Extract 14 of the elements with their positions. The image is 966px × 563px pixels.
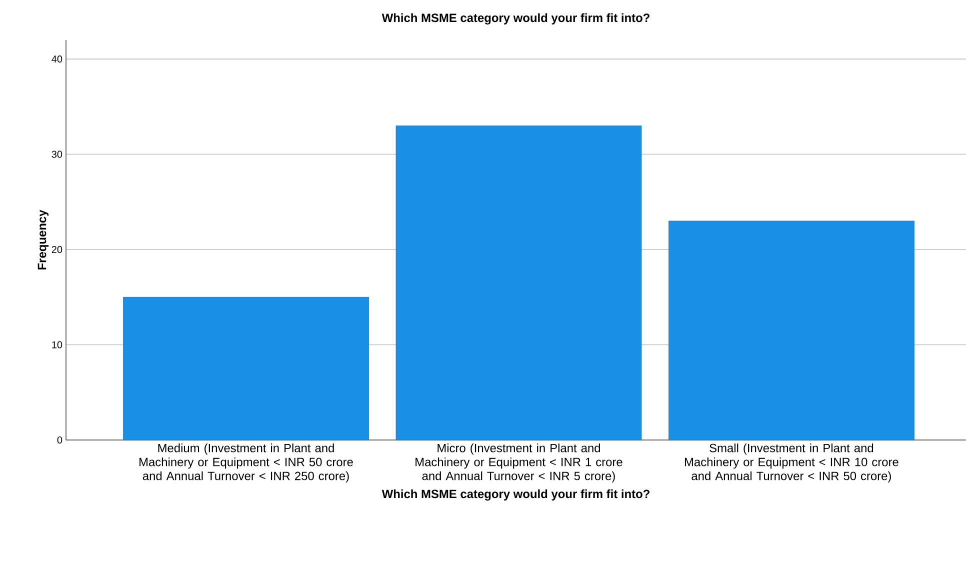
y-tick-label: 40	[52, 56, 62, 63]
x-tick-label: Micro (Investment in Plant and Machinery or Equipment < INR 1 crore and Annual Turnover < INR 5 crore)	[416, 444, 622, 483]
y-tick-label: 10	[52, 341, 62, 348]
chart-title: Which MSME category would your firm fit into?	[382, 13, 650, 24]
y-tick-label: 20	[52, 246, 62, 254]
bar	[396, 126, 642, 440]
y-tick-label: 0	[57, 436, 62, 444]
x-axis-title: Which MSME category would your firm fit into?	[382, 489, 650, 501]
y-tick-label: 30	[52, 150, 62, 158]
bar	[668, 220, 914, 440]
y-axis-title: Frequency	[38, 210, 49, 270]
bar	[123, 296, 369, 440]
x-tick-label: Medium (Investment in Plant and Machinery or Equipment < INR 50 crore and Annual Turnover < INR 250 crore)	[140, 444, 353, 483]
x-tick-label: Small (Investment in Plant and Machinery or Equipment < INR 10 crore and Annual Turnover < INR 50 crore)	[684, 444, 898, 483]
